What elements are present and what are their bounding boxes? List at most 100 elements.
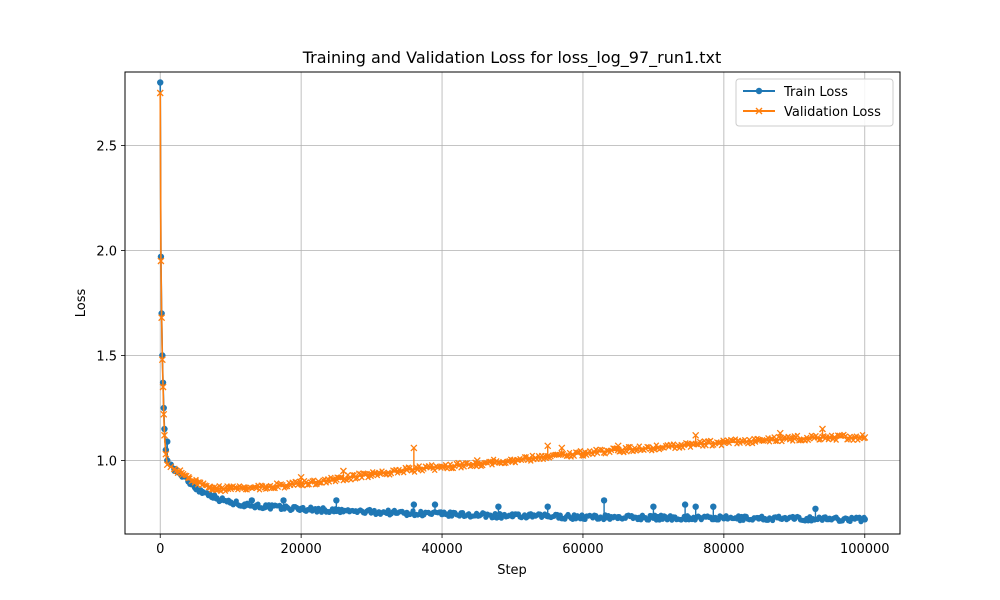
validation-point xyxy=(216,483,223,489)
validation-point xyxy=(445,464,452,471)
train-spike-point xyxy=(495,503,502,510)
validation-point xyxy=(828,432,835,439)
legend-box xyxy=(735,78,894,127)
validation-point xyxy=(721,438,728,445)
validation-point xyxy=(732,436,739,442)
validation-point xyxy=(627,443,633,450)
validation-point xyxy=(397,468,404,475)
x-tick-label: 0 xyxy=(156,542,164,557)
train-spike-point xyxy=(650,503,657,510)
x-tick-label: 80000 xyxy=(703,542,744,557)
validation-point xyxy=(489,461,495,468)
validation-point xyxy=(163,461,171,469)
validation-point xyxy=(707,437,714,444)
validation-point xyxy=(749,440,756,447)
validation-point xyxy=(349,471,356,478)
train-series xyxy=(157,79,868,525)
validation-spike-point xyxy=(819,425,826,433)
validation-spike-point xyxy=(558,444,566,452)
validation-point xyxy=(603,447,610,454)
y-tick-label: 2.0 xyxy=(96,245,117,260)
legend-train-label: Train Loss xyxy=(783,85,848,100)
validation-point xyxy=(859,431,866,438)
validation-point xyxy=(845,436,852,442)
validation-point xyxy=(217,488,224,495)
validation-point xyxy=(158,356,166,364)
validation-point xyxy=(797,437,804,444)
train-spike-point xyxy=(681,501,689,508)
validation-point xyxy=(768,436,774,442)
train-spike-point xyxy=(544,503,551,510)
validation-spike-point xyxy=(776,429,784,437)
x-tick-label: 40000 xyxy=(421,542,462,557)
train-point xyxy=(492,511,498,517)
validation-point xyxy=(213,487,220,494)
validation-point xyxy=(284,483,291,490)
validation-point xyxy=(788,434,795,441)
validation-spike-point xyxy=(473,457,481,464)
validation-point xyxy=(698,439,705,446)
validation-point xyxy=(853,433,860,440)
validation-point xyxy=(850,437,857,444)
validation-point xyxy=(283,484,289,490)
validation-point xyxy=(566,449,573,456)
train-spike-point xyxy=(710,503,717,510)
y-tick-label: 2.5 xyxy=(96,140,117,155)
validation-point xyxy=(577,447,584,454)
validation-spike-point xyxy=(692,431,700,439)
validation-point xyxy=(374,472,381,479)
x-tick-label: 20000 xyxy=(280,542,321,557)
y-tick-label: 1.0 xyxy=(96,455,117,470)
validation-point xyxy=(504,458,511,465)
validation-spike-point xyxy=(339,467,347,475)
validation-point xyxy=(523,453,530,460)
validation-point xyxy=(582,449,588,455)
validation-point xyxy=(487,458,494,465)
train-point xyxy=(418,508,424,515)
validation-point xyxy=(806,435,813,442)
validation-point xyxy=(448,465,455,472)
validation-point xyxy=(462,460,469,466)
validation-point xyxy=(861,435,867,442)
validation-point xyxy=(624,448,630,455)
validation-point xyxy=(160,431,168,439)
validation-point xyxy=(253,485,260,492)
train-spike-point xyxy=(692,503,699,510)
validation-point xyxy=(329,476,336,483)
train-spike-point xyxy=(333,497,340,504)
validation-point xyxy=(703,442,709,449)
legend: Train Loss Validation Loss xyxy=(735,78,894,127)
validation-point xyxy=(771,434,778,440)
x-axis-title: Step xyxy=(497,563,527,578)
validation-point xyxy=(695,441,702,448)
validation-point xyxy=(483,459,489,466)
train-spike-point xyxy=(431,501,439,508)
validation-point xyxy=(167,463,175,471)
train-spike-point xyxy=(280,497,287,504)
x-tick-label: 100000 xyxy=(840,542,890,557)
validation-point xyxy=(527,458,534,464)
validation-point xyxy=(343,477,350,483)
validation-point xyxy=(365,474,371,481)
validation-point xyxy=(447,461,454,468)
validation-point xyxy=(421,466,427,472)
validation-point xyxy=(394,470,401,476)
y-tick-label: 1.5 xyxy=(96,350,117,365)
validation-point xyxy=(833,437,840,443)
legend-train-marker xyxy=(755,87,763,95)
axes-ticks: 0 20000 40000 60000 80000 100000 1.0 1.5 2.0 2.5 xyxy=(96,140,889,558)
validation-point xyxy=(324,476,331,482)
validation-point xyxy=(616,449,623,455)
plot-frame xyxy=(124,71,901,535)
validation-point xyxy=(377,471,384,478)
validation-point xyxy=(651,446,658,453)
validation-series xyxy=(156,89,869,495)
validation-point xyxy=(555,452,562,459)
train-point xyxy=(646,517,652,523)
validation-point xyxy=(467,463,474,470)
train-point xyxy=(861,514,867,520)
validation-point xyxy=(273,480,280,486)
validation-point xyxy=(214,487,221,493)
legend-validation-marker xyxy=(755,107,763,115)
